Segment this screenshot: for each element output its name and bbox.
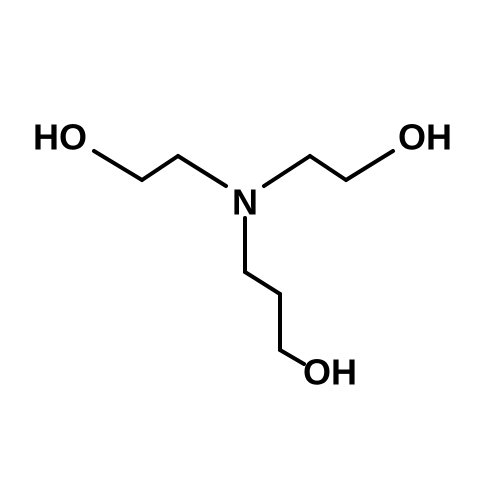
diagram-background: [0, 0, 500, 500]
chemical-structure-diagram: N HO OH OH: [0, 0, 500, 500]
atom-label-OH3: OH: [303, 352, 357, 393]
atom-label-N: N: [232, 182, 258, 223]
atom-label-OH2: OH: [398, 117, 452, 158]
atom-label-HO1: HO: [33, 117, 87, 158]
